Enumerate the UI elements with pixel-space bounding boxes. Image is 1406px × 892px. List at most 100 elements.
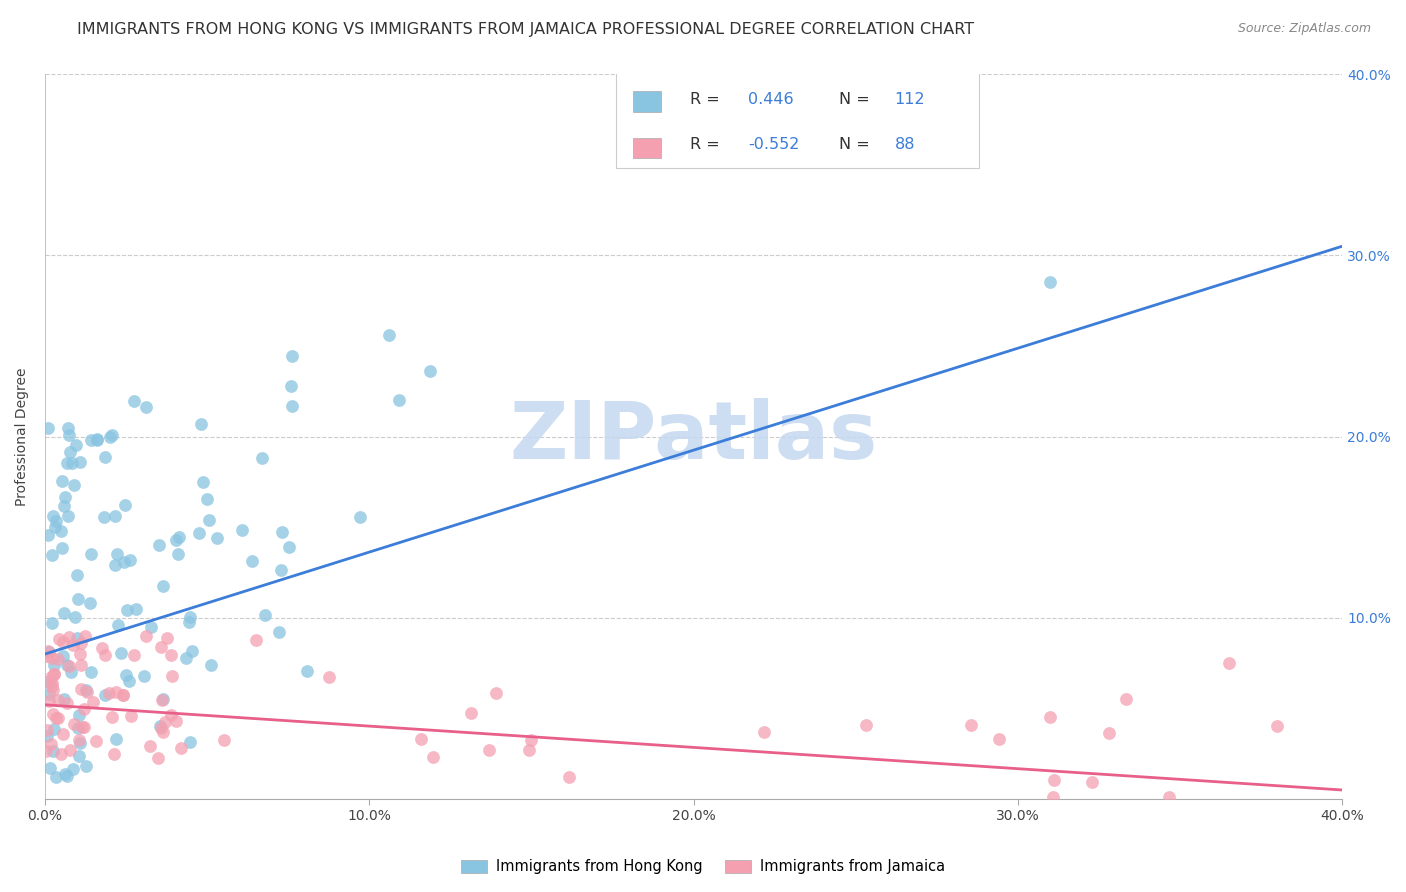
Point <box>122 648 145 662</box>
Text: -0.552: -0.552 <box>748 137 800 153</box>
Point <box>75 629 97 643</box>
Point <box>485 686 508 700</box>
Point <box>419 364 441 378</box>
Point <box>101 709 124 723</box>
Point <box>517 743 540 757</box>
Point <box>117 674 139 689</box>
Point <box>56 420 79 434</box>
Point <box>855 717 877 731</box>
Point <box>79 596 101 610</box>
Point <box>44 519 66 533</box>
Point <box>59 444 82 458</box>
Point <box>48 711 70 725</box>
Point <box>160 648 183 662</box>
Point <box>42 666 65 681</box>
Point <box>52 727 75 741</box>
Point <box>44 666 66 681</box>
Point <box>115 603 138 617</box>
FancyBboxPatch shape <box>633 137 661 159</box>
Point <box>35 723 58 738</box>
Point <box>56 658 79 673</box>
Point <box>55 766 77 780</box>
Point <box>1043 772 1066 787</box>
Point <box>118 553 141 567</box>
Point <box>124 602 146 616</box>
Point <box>37 729 59 743</box>
Point <box>73 720 96 734</box>
Point <box>42 657 65 672</box>
Point <box>94 648 117 662</box>
Point <box>167 530 190 544</box>
Point <box>960 718 983 732</box>
Point <box>79 665 101 679</box>
Point <box>103 747 125 761</box>
Point <box>86 432 108 446</box>
Point <box>66 592 89 607</box>
Point <box>51 474 73 488</box>
Point <box>478 743 501 757</box>
Point <box>62 762 84 776</box>
Point <box>165 714 187 728</box>
Point <box>152 725 174 739</box>
Point <box>149 719 172 733</box>
Point <box>190 417 212 431</box>
Point <box>139 620 162 634</box>
Point <box>37 675 59 690</box>
Point <box>165 533 187 547</box>
Point <box>267 624 290 639</box>
Point <box>180 644 202 658</box>
Point <box>558 770 581 784</box>
Point <box>139 739 162 753</box>
Point <box>349 510 371 524</box>
Point <box>51 541 73 555</box>
Point <box>378 327 401 342</box>
Point <box>105 547 128 561</box>
Point <box>1039 710 1062 724</box>
Point <box>1098 726 1121 740</box>
Point <box>179 615 201 629</box>
Point <box>63 609 86 624</box>
Point <box>38 645 60 659</box>
Point <box>200 657 222 672</box>
Point <box>42 722 65 736</box>
Point <box>153 715 176 730</box>
Point <box>112 689 135 703</box>
Point <box>42 707 65 722</box>
Point <box>150 693 173 707</box>
Point <box>80 433 103 447</box>
Point <box>55 769 77 783</box>
Point <box>49 747 72 761</box>
Point <box>146 751 169 765</box>
Point <box>75 759 97 773</box>
Point <box>59 743 82 757</box>
Point <box>388 393 411 408</box>
Point <box>56 696 79 710</box>
Point <box>205 531 228 545</box>
Point <box>80 548 103 562</box>
Point <box>62 638 84 652</box>
Point <box>318 670 340 684</box>
Text: ZIPatlas: ZIPatlas <box>509 398 877 475</box>
Point <box>107 618 129 632</box>
Point <box>67 733 90 747</box>
Point <box>148 538 170 552</box>
Point <box>195 491 218 506</box>
Point <box>104 685 127 699</box>
Text: Source: ZipAtlas.com: Source: ZipAtlas.com <box>1237 22 1371 36</box>
Point <box>149 640 172 654</box>
Point <box>94 688 117 702</box>
Point <box>254 607 277 622</box>
Point <box>271 525 294 540</box>
Point <box>187 525 209 540</box>
Point <box>60 456 83 470</box>
Point <box>53 692 76 706</box>
Point <box>37 421 59 435</box>
Y-axis label: Professional Degree: Professional Degree <box>15 368 30 506</box>
Point <box>250 450 273 465</box>
Point <box>100 430 122 444</box>
Point <box>193 475 215 490</box>
Text: IMMIGRANTS FROM HONG KONG VS IMMIGRANTS FROM JAMAICA PROFESSIONAL DEGREE CORRELA: IMMIGRANTS FROM HONG KONG VS IMMIGRANTS … <box>77 22 974 37</box>
Point <box>63 478 86 492</box>
Text: 112: 112 <box>894 92 925 107</box>
Point <box>56 456 79 470</box>
